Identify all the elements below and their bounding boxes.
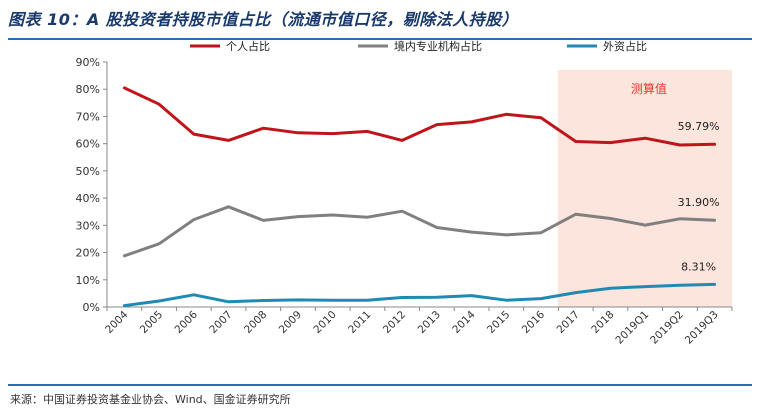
y-tick-label: 30% xyxy=(76,219,100,232)
x-tick-label: 2015 xyxy=(485,309,512,336)
x-tick-label: 2006 xyxy=(173,308,201,336)
end-value-label-1: 59.79% xyxy=(678,120,720,133)
y-tick-label: 10% xyxy=(76,274,100,287)
y-tick-label: 70% xyxy=(76,110,100,123)
y-tick-label: 90% xyxy=(76,56,100,69)
x-tick-label: 2019Q3 xyxy=(683,309,721,347)
x-tick-label: 2016 xyxy=(520,308,548,336)
line-chart: 测算值 0% 10% 20% 30% 40% 50% 60% 70% 80% 90% 2004 200… xyxy=(76,40,733,347)
x-tick-label: 2014 xyxy=(450,308,478,336)
title-divider xyxy=(8,38,752,40)
x-tick-label: 2018 xyxy=(589,309,616,336)
end-value-label-2: 31.90% xyxy=(678,196,720,209)
y-tick-label: 60% xyxy=(76,138,100,151)
series-line-3 xyxy=(122,282,717,308)
y-tick-label: 40% xyxy=(76,192,100,205)
y-tick-label: 0% xyxy=(83,301,100,314)
x-tick-label: 2013 xyxy=(416,309,443,336)
legend-label-1: 个人占比 xyxy=(226,40,270,53)
x-tick-label: 2007 xyxy=(207,309,234,336)
y-tick-label: 80% xyxy=(76,83,100,96)
x-tick-label: 2017 xyxy=(554,309,581,336)
estimate-region-label: 测算值 xyxy=(631,81,667,96)
x-tick-label: 2019Q2 xyxy=(648,309,686,347)
source-note: 来源：中国证券投资基金业协会、Wind、国金证券研究所 xyxy=(10,393,291,406)
y-tick-label: 50% xyxy=(76,165,100,178)
x-tick-label: 2009 xyxy=(277,309,304,336)
x-tick-label: 2008 xyxy=(242,309,269,336)
source-divider xyxy=(8,384,752,386)
x-tick-label: 2005 xyxy=(138,309,165,336)
x-tick-label: 2010 xyxy=(311,309,338,336)
x-tick-label: 2004 xyxy=(103,308,131,336)
figure-title: 图表 10：A 股投资者持股市值占比（流通市值口径，剔除法人持股） xyxy=(8,10,519,29)
end-value-label-3: 8.31% xyxy=(681,260,716,273)
x-tick-label: 2019Q1 xyxy=(613,309,651,347)
series-line-1 xyxy=(122,86,717,147)
x-tick-label: 2012 xyxy=(381,309,408,336)
series-line-2 xyxy=(122,205,717,258)
y-tick-label: 20% xyxy=(76,247,100,260)
x-tick-label: 2011 xyxy=(346,309,373,336)
legend-label-3: 外资占比 xyxy=(603,40,647,53)
estimate-shaded-region xyxy=(557,70,732,307)
legend-label-2: 境内专业机构占比 xyxy=(394,40,482,53)
